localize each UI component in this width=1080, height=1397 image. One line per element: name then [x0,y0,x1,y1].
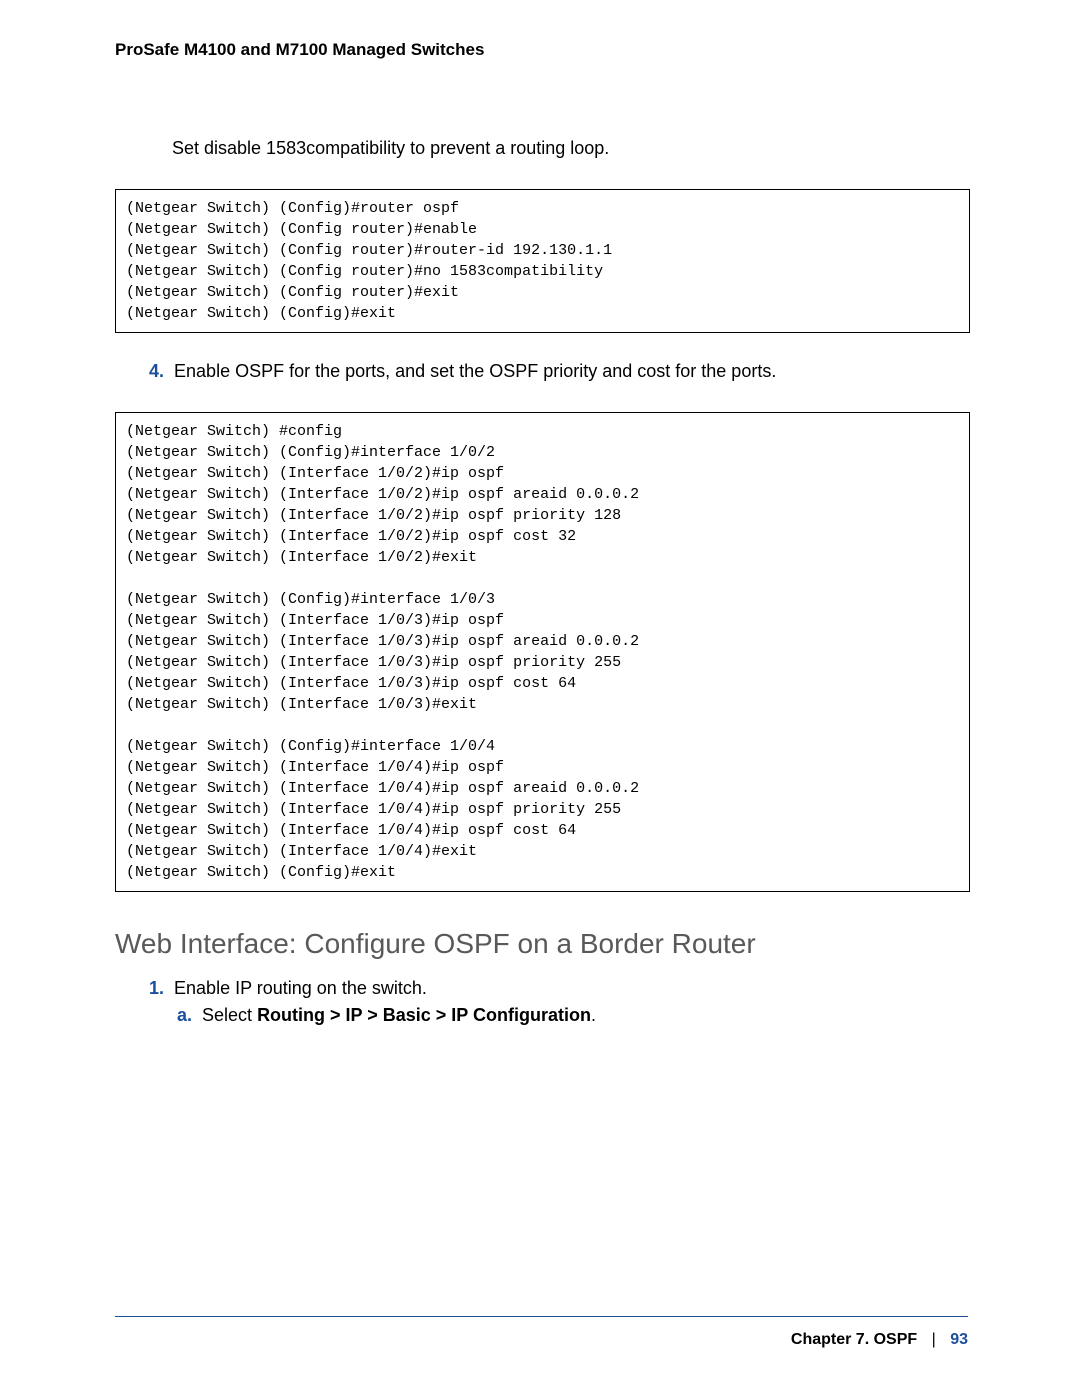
step-1: 1. Enable IP routing on the switch. [149,978,970,999]
page-container: ProSafe M4100 and M7100 Managed Switches… [0,0,1080,1397]
step-4: 4. Enable OSPF for the ports, and set th… [149,361,970,382]
intro-text: Set disable 1583compatibility to prevent… [172,138,970,159]
footer: Chapter 7. OSPF | 93 [791,1331,968,1349]
step-1a: a. Select Routing > IP > Basic > IP Conf… [177,1005,970,1026]
step-1-number: 1. [149,978,164,998]
step-4-text: Enable OSPF for the ports, and set the O… [174,361,776,381]
code-block-2: (Netgear Switch) #config (Netgear Switch… [115,412,970,892]
section-heading: Web Interface: Configure OSPF on a Borde… [115,928,970,960]
step-1a-path: Routing > IP > Basic > IP Configuration [257,1005,591,1025]
footer-page-number: 93 [950,1331,968,1348]
step-1a-suffix: . [591,1005,596,1025]
step-1a-number: a. [177,1005,192,1025]
running-header: ProSafe M4100 and M7100 Managed Switches [115,40,970,60]
footer-rule [115,1316,968,1317]
step-4-number: 4. [149,361,164,381]
code-block-1: (Netgear Switch) (Config)#router ospf (N… [115,189,970,333]
footer-separator: | [922,1331,946,1348]
step-1a-prefix: Select [202,1005,257,1025]
footer-chapter: Chapter 7. OSPF [791,1331,917,1348]
step-1-text: Enable IP routing on the switch. [174,978,427,998]
